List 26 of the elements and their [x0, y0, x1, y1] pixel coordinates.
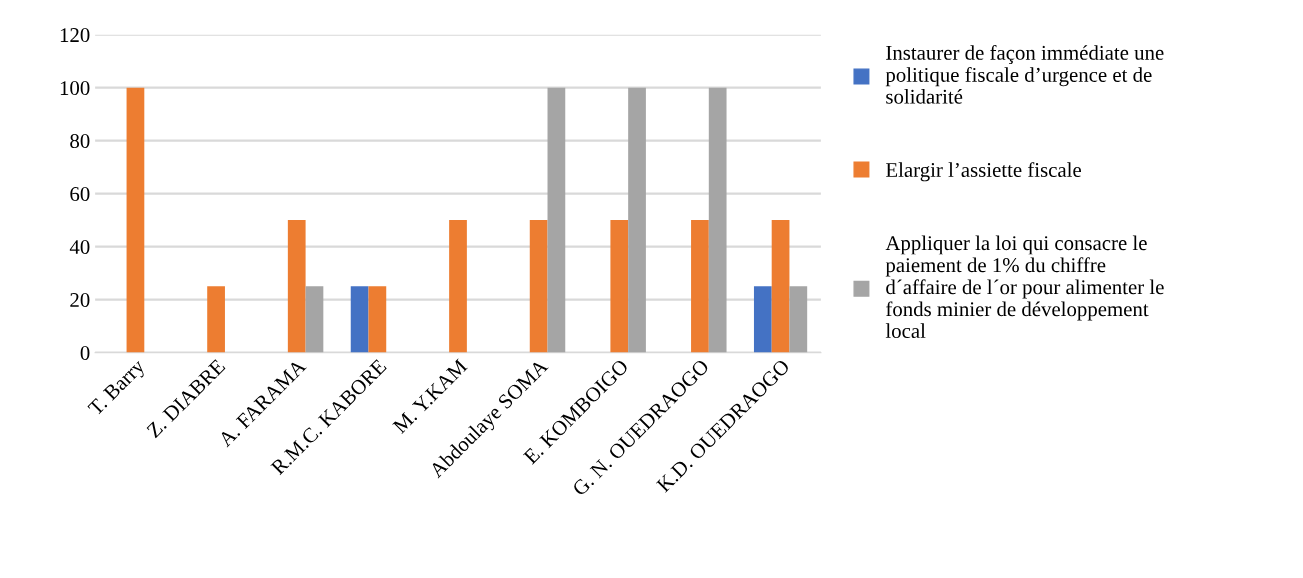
y-tick-label: 40	[69, 239, 90, 255]
bar	[126, 87, 145, 353]
y-tick-label: 80	[70, 134, 90, 149]
bar	[287, 220, 306, 353]
bar	[529, 220, 548, 353]
legend-label: Instaurer de façon immédiate une politique fiscale d’urgence et de solidarité	[885, 44, 1164, 104]
bar	[691, 220, 709, 353]
bar	[753, 286, 772, 353]
bar	[368, 286, 387, 353]
bar	[305, 286, 324, 353]
y-tick-label: 0	[80, 345, 90, 361]
y-tick-label: 100	[60, 81, 90, 96]
bar	[789, 286, 808, 353]
y-tick-label: 20	[70, 292, 90, 308]
legend-label: Elargir l’assiette fiscale	[886, 162, 1081, 182]
bar	[547, 87, 566, 353]
bar	[449, 220, 467, 353]
bar	[610, 220, 629, 353]
legend-label: Appliquer la loi qui consacre le paiement de 1% du chiffre d´affaire de l´or pour alimenter le fonds minier de développement local	[885, 235, 1164, 339]
bar	[771, 220, 790, 353]
bar	[708, 87, 727, 353]
bar	[207, 286, 225, 353]
y-tick-label: 60	[70, 187, 90, 202]
bar	[628, 87, 646, 353]
y-tick-label: 120	[60, 28, 90, 43]
bar	[350, 286, 369, 353]
